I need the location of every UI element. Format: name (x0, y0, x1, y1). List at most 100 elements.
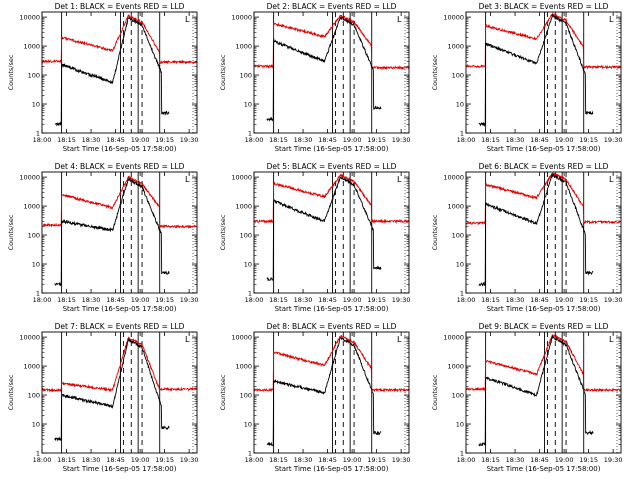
y-tick-label: 10000 (19, 14, 40, 22)
x-axis-label: Start Time (16-Sep-05 17:58:00) (63, 305, 177, 313)
detector-panel-6: Det 6: BLACK = Events RED = LLD Counts/se… (431, 162, 623, 313)
series-lld-line (466, 172, 621, 226)
y-tick-label: 1 (460, 450, 464, 458)
detector-panel-9: Det 9: BLACK = Events RED = LLD Counts/se… (431, 322, 623, 473)
series-lld-line (254, 173, 409, 225)
x-tick-label: 18:15 (481, 296, 500, 304)
x-tick-label: 19:15 (579, 136, 598, 144)
x-tick-label: 18:15 (481, 456, 500, 464)
series-events-line (54, 338, 170, 442)
legend-glyph: L (609, 175, 614, 184)
panel-title: Det 3: BLACK = Events RED = LLD (479, 2, 609, 11)
detector-panel-5: Det 5: BLACK = Events RED = LLD Counts/se… (219, 162, 411, 313)
legend-glyph: L (397, 175, 402, 184)
x-tick-label: 19:30 (392, 296, 411, 304)
x-tick-label: 19:00 (343, 136, 362, 144)
x-tick-label: 18:45 (530, 456, 549, 464)
x-axis-label: Start Time (16-Sep-05 17:58:00) (275, 465, 389, 473)
x-tick-label: 18:00 (457, 296, 476, 304)
x-tick-label: 19:15 (155, 456, 174, 464)
x-tick-label: 18:00 (33, 136, 52, 144)
x-tick-label: 18:30 (506, 456, 525, 464)
x-tick-label: 19:15 (155, 136, 174, 144)
y-tick-label: 100 (452, 232, 464, 240)
panel-frame (41, 171, 198, 294)
x-tick-label: 18:15 (269, 296, 288, 304)
x-tick-label: 18:45 (318, 456, 337, 464)
series-events-line (266, 176, 382, 282)
x-tick-label: 19:00 (131, 136, 150, 144)
y-axis-label: Counts/sec (219, 374, 227, 410)
y-tick-label: 100 (240, 232, 252, 240)
x-tick-label: 18:30 (294, 296, 313, 304)
x-axis-label: Start Time (16-Sep-05 17:58:00) (487, 145, 601, 153)
y-tick-label: 100 (28, 232, 40, 240)
series-events-line (54, 177, 170, 287)
panel-frame (465, 331, 622, 454)
x-tick-label: 18:15 (57, 456, 76, 464)
y-tick-label: 1 (248, 450, 252, 458)
x-tick-label: 19:30 (392, 456, 411, 464)
y-tick-label: 10000 (443, 14, 464, 22)
panel-title: Det 2: BLACK = Events RED = LLD (267, 2, 397, 11)
legend-glyph: L (185, 335, 190, 344)
x-tick-label: 19:30 (604, 456, 623, 464)
series-events-line (478, 173, 594, 287)
panel-title: Det 4: BLACK = Events RED = LLD (55, 162, 185, 171)
x-axis-label: Start Time (16-Sep-05 17:58:00) (487, 305, 601, 313)
series-lld-line (466, 12, 621, 70)
x-tick-label: 18:15 (481, 136, 500, 144)
series-lld-line (42, 14, 197, 65)
panel-frame (253, 11, 410, 134)
y-tick-label: 100 (28, 392, 40, 400)
y-tick-label: 1000 (235, 363, 252, 371)
legend-glyph: L (185, 175, 190, 184)
panel-title: Det 6: BLACK = Events RED = LLD (479, 162, 609, 171)
y-axis-label: Counts/sec (219, 54, 227, 90)
x-tick-label: 19:00 (555, 136, 574, 144)
y-tick-label: 10 (244, 261, 252, 269)
x-tick-label: 18:30 (506, 296, 525, 304)
y-tick-label: 1000 (447, 43, 464, 51)
x-tick-label: 18:00 (457, 456, 476, 464)
detector-panel-7: Det 7: BLACK = Events RED = LLD Counts/se… (7, 322, 199, 473)
x-tick-label: 18:45 (530, 296, 549, 304)
x-tick-label: 19:15 (367, 296, 386, 304)
panel-title: Det 7: BLACK = Events RED = LLD (55, 322, 185, 331)
series-lld-line (42, 336, 197, 393)
y-tick-label: 100 (452, 72, 464, 80)
y-tick-label: 1 (460, 130, 464, 138)
x-tick-label: 18:45 (318, 296, 337, 304)
x-tick-label: 18:15 (57, 296, 76, 304)
detector-panel-1: Det 1: BLACK = Events RED = LLD Counts/se… (7, 2, 199, 153)
y-tick-label: 10 (456, 421, 464, 429)
series-events-line (54, 16, 170, 127)
y-tick-label: 1000 (447, 363, 464, 371)
panel-title: Det 1: BLACK = Events RED = LLD (55, 2, 185, 11)
legend-glyph: L (397, 15, 402, 24)
panel-title: Det 9: BLACK = Events RED = LLD (479, 322, 609, 331)
y-tick-label: 10 (244, 101, 252, 109)
y-tick-label: 1 (460, 290, 464, 298)
y-tick-label: 1000 (447, 203, 464, 211)
y-tick-label: 1000 (23, 203, 40, 211)
y-tick-label: 10000 (231, 174, 252, 182)
x-tick-label: 18:45 (530, 136, 549, 144)
x-tick-label: 18:45 (318, 136, 337, 144)
x-tick-label: 18:30 (294, 136, 313, 144)
x-tick-label: 19:15 (579, 456, 598, 464)
panel-frame (253, 331, 410, 454)
panel-title: Det 8: BLACK = Events RED = LLD (267, 322, 397, 331)
x-tick-label: 19:30 (604, 136, 623, 144)
y-tick-label: 100 (240, 72, 252, 80)
y-tick-label: 1 (36, 450, 40, 458)
x-axis-label: Start Time (16-Sep-05 17:58:00) (275, 145, 389, 153)
x-tick-label: 18:00 (245, 136, 264, 144)
x-tick-label: 18:00 (245, 296, 264, 304)
x-axis-label: Start Time (16-Sep-05 17:58:00) (487, 465, 601, 473)
x-tick-label: 18:00 (33, 456, 52, 464)
y-tick-label: 10 (244, 421, 252, 429)
legend-glyph: L (609, 15, 614, 24)
y-tick-label: 10 (32, 421, 40, 429)
